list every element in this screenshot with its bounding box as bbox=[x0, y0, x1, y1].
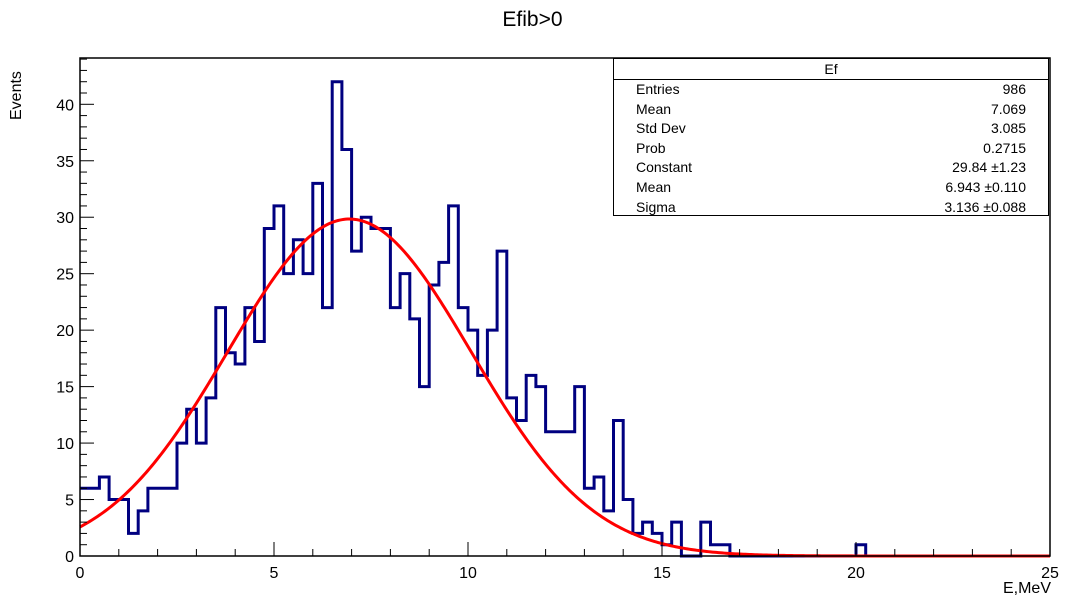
stats-key: Std Dev bbox=[636, 120, 686, 137]
stats-box-title: Ef bbox=[614, 59, 1048, 80]
stats-key: Mean bbox=[636, 178, 672, 195]
stats-key: Prob bbox=[636, 139, 666, 156]
x-tick-label: 10 bbox=[459, 565, 477, 582]
y-tick-label: 40 bbox=[56, 97, 74, 114]
stats-row: Prob 0.2715 bbox=[614, 139, 1048, 159]
y-tick-label: 35 bbox=[56, 154, 74, 171]
gaussian-fit-line bbox=[79, 217, 1050, 558]
plot-frame bbox=[79, 57, 1051, 557]
stats-box: Ef Entries 986 Mean 7.069 Std Dev 3.085 Prob 0.… bbox=[613, 58, 1049, 216]
stats-value: 986 bbox=[1002, 81, 1026, 97]
y-tick-label: 15 bbox=[56, 380, 74, 397]
chart-title: Efib>0 bbox=[502, 8, 563, 31]
y-tick-label: 0 bbox=[65, 549, 74, 566]
x-axis-label: E,MeV bbox=[1002, 580, 1051, 597]
stats-value: 29.84 ±1.23 bbox=[952, 159, 1026, 176]
stats-row: Entries 986 bbox=[614, 80, 1048, 100]
stats-row: Mean 7.069 bbox=[614, 100, 1048, 120]
y-tick-label: 20 bbox=[56, 323, 74, 340]
y-tick-label: 10 bbox=[56, 436, 74, 453]
y-tick-label: 5 bbox=[65, 493, 74, 510]
stats-row: Std Dev 3.085 bbox=[614, 119, 1048, 139]
stats-value: 7.069 bbox=[990, 100, 1026, 117]
x-tick-label: 15 bbox=[653, 565, 671, 582]
y-tick-label: 30 bbox=[56, 210, 74, 227]
stats-key: Sigma bbox=[636, 198, 676, 215]
stats-value: 0.2715 bbox=[983, 139, 1026, 156]
x-tick-label: 0 bbox=[76, 565, 85, 582]
stats-key: Entries bbox=[636, 81, 680, 97]
stats-key: Constant bbox=[636, 159, 693, 176]
stats-value: 3.136 ±0.088 bbox=[944, 198, 1026, 215]
stats-value: 3.085 bbox=[990, 120, 1026, 137]
stats-row: Constant 29.84 ±1.23 bbox=[614, 158, 1048, 178]
x-tick-label: 20 bbox=[847, 565, 865, 582]
y-tick-label: 25 bbox=[56, 267, 74, 284]
stats-value: 6.943 ±0.110 bbox=[945, 178, 1026, 195]
stats-key: Mean bbox=[636, 100, 672, 117]
stats-row: Sigma 3.136 ±0.088 bbox=[614, 198, 1048, 218]
x-tick-label: 25 bbox=[1041, 565, 1059, 582]
stats-row: Mean 6.943 ±0.110 bbox=[614, 178, 1048, 198]
x-tick-label: 5 bbox=[270, 565, 279, 582]
